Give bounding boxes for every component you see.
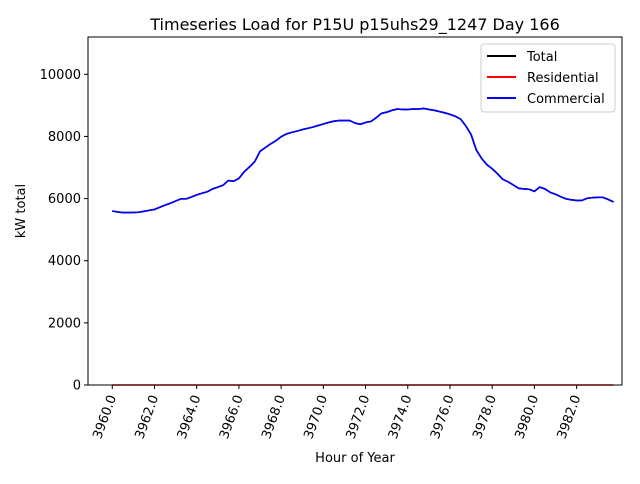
legend-label-residential: Residential [527, 71, 599, 86]
x-axis-label: Hour of Year [315, 451, 395, 466]
chart-title: Timeseries Load for P15U p15uhs29_1247 D… [149, 15, 560, 35]
y-axis: 0 2000 4000 6000 8000 10000 [40, 68, 88, 394]
plot-area-frame [87, 36, 623, 386]
legend-label-commercial: Commercial [527, 92, 605, 107]
y-tick-label: 10000 [40, 68, 81, 83]
y-tick-label: 4000 [48, 254, 81, 269]
legend-label-total: Total [526, 50, 557, 65]
y-tick-label: 8000 [48, 130, 81, 145]
series-line-commercial [112, 107, 614, 214]
y-axis-label: kW total [14, 184, 29, 238]
legend-box [480, 43, 616, 113]
y-tick-label: 2000 [48, 316, 81, 331]
y-tick-label: 0 [73, 379, 81, 394]
y-tick-label: 6000 [48, 192, 81, 207]
legend: Total Residential Commercial [480, 43, 616, 113]
